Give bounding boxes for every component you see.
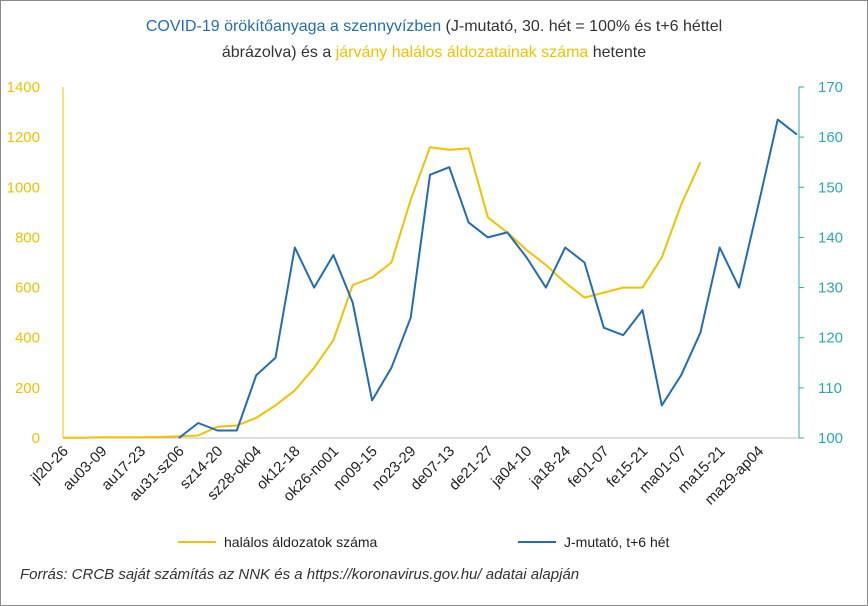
series-jindex bbox=[178, 118, 798, 439]
x-tick-label: fe01-07 bbox=[565, 443, 613, 491]
title-part-shown: ábrázolva) és a bbox=[221, 44, 336, 61]
series-jindex-line bbox=[178, 118, 798, 439]
left-tick-label: 200 bbox=[15, 380, 40, 397]
left-tick-label: 600 bbox=[15, 280, 40, 297]
left-tick-label: 1200 bbox=[7, 129, 40, 146]
title-part-wastewater: COVID-19 örökítőanyaga a szennyvízben bbox=[145, 18, 442, 35]
title-part-weekly: hetente bbox=[588, 44, 647, 61]
right-tick-label: 100 bbox=[818, 430, 843, 447]
title-part-deaths: járvány halálos áldozatainak száma bbox=[335, 44, 589, 61]
x-tick-label: ja04-10 bbox=[487, 443, 535, 491]
right-tick-label: 130 bbox=[818, 280, 843, 297]
legend-item-jindex: J-mutató, t+6 hét bbox=[518, 534, 669, 550]
series-deaths bbox=[62, 146, 702, 439]
legend-item-deaths: halálos áldozatok száma bbox=[178, 534, 377, 550]
legend-label-jindex: J-mutató, t+6 hét bbox=[564, 534, 670, 550]
series-deaths-line bbox=[63, 146, 702, 439]
legend-swatch-jindex bbox=[518, 541, 556, 543]
right-tick-label: 160 bbox=[818, 129, 843, 146]
right-tick-label: 110 bbox=[818, 380, 842, 397]
x-tick-label: ja18-24 bbox=[526, 443, 574, 491]
right-tick-label: 140 bbox=[818, 229, 843, 246]
left-axis: 0 200 400 600 800 1000 1200 1400 bbox=[7, 79, 64, 447]
title-part-jindex-note: (J-mutató, 30. hét = 100% és t+6 héttel bbox=[441, 18, 723, 35]
chart-title: COVID-19 örökítőanyaga a szennyvízben (J… bbox=[0, 14, 868, 66]
left-tick-label: 400 bbox=[15, 330, 40, 347]
left-tick-label: 0 bbox=[32, 430, 40, 447]
right-tick-label: 150 bbox=[818, 179, 843, 196]
legend-swatch-deaths bbox=[178, 541, 216, 543]
right-tick-label: 120 bbox=[818, 330, 843, 347]
right-tick-label: 170 bbox=[818, 79, 843, 96]
legend: halálos áldozatok száma J-mutató, t+6 hé… bbox=[0, 534, 868, 554]
series-layer bbox=[62, 118, 798, 439]
left-tick-label: 1000 bbox=[7, 179, 40, 196]
left-tick-label: 800 bbox=[15, 229, 40, 246]
source-note: Forrás: CRCB saját számítás az NNK és a … bbox=[20, 566, 580, 583]
left-tick-label: 1400 bbox=[7, 79, 40, 96]
x-axis: jl20-26au03-09au17-23au31-sz06sz14-20sz2… bbox=[27, 437, 799, 508]
right-axis: 100 110 120 130 140 150 160 170 bbox=[798, 79, 843, 447]
legend-label-deaths: halálos áldozatok száma bbox=[224, 534, 378, 550]
